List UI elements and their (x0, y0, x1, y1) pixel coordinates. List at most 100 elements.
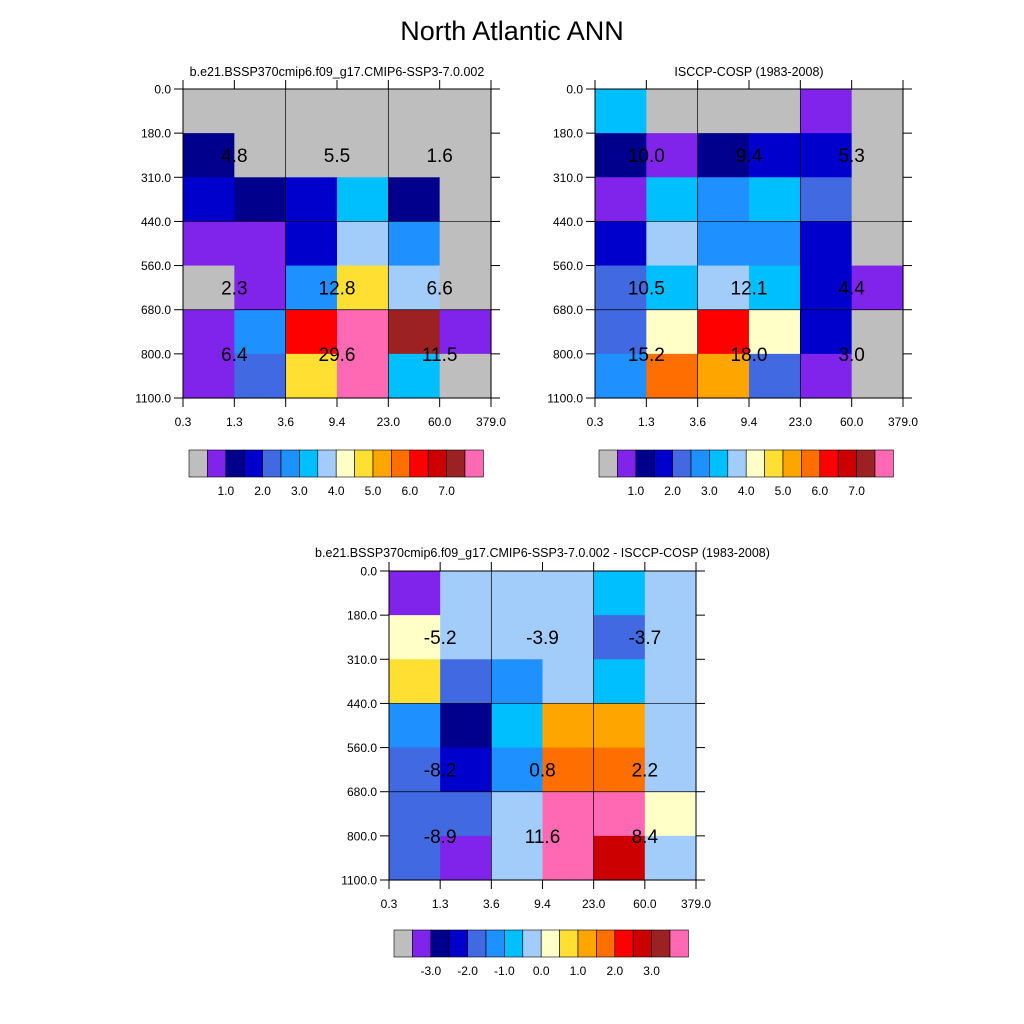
heatmap-cell (337, 265, 389, 311)
y-tick-label: 1100.0 (135, 392, 171, 406)
heatmap-cell (285, 221, 338, 267)
y-tick-label: 180.0 (347, 609, 377, 623)
colorbar-swatch (559, 929, 579, 958)
cell-annotation: 4.4 (838, 279, 865, 300)
x-tick-label: 379.0 (888, 415, 918, 429)
cell-annotation: 10.5 (628, 279, 665, 300)
cell-annotation: 10.0 (628, 146, 665, 167)
colorbar-swatch (669, 929, 689, 958)
colorbar-label: 1.0 (627, 484, 644, 498)
heatmap-cell (542, 703, 595, 749)
x-tick-label: 9.4 (329, 415, 346, 429)
cell-annotation: 1.6 (426, 146, 452, 167)
heatmap-cell (851, 221, 904, 267)
heatmap-cell (389, 747, 441, 793)
x-tick-label: 0.3 (175, 415, 192, 429)
heatmap-cell (389, 615, 441, 660)
cell-annotation: -8.9 (424, 827, 457, 848)
heatmap-cell (389, 835, 441, 881)
colorbar-swatch (430, 929, 450, 958)
heatmap-cell (749, 133, 801, 178)
heatmap-cell (183, 177, 235, 223)
colorbar-label: 7.0 (438, 484, 455, 498)
heatmap-cell (440, 571, 492, 616)
heatmap-cell (440, 747, 492, 793)
heatmap-cell (234, 133, 287, 178)
colorbar-label: 3.0 (643, 964, 660, 978)
colorbar-swatch (596, 929, 616, 958)
x-tick-label: 23.0 (377, 415, 401, 429)
x-tick-label: 379.0 (681, 897, 711, 911)
heatmap-cell (439, 89, 492, 134)
heatmap-cell (644, 747, 697, 793)
heatmap-cell (440, 659, 492, 705)
colorbar-swatch (464, 449, 484, 478)
heatmap-cell (491, 659, 544, 705)
heatmap-cell (646, 133, 699, 178)
y-tick-label: 310.0 (347, 653, 377, 667)
heatmap-cell (234, 221, 287, 267)
heatmap-cell (697, 265, 750, 311)
x-tick-label: 3.6 (483, 897, 500, 911)
colorbar-label: 4.0 (328, 484, 345, 498)
heatmap-cell (697, 353, 750, 399)
y-tick-label: 800.0 (347, 829, 377, 843)
heatmap-cell (644, 615, 697, 660)
heatmap-cell (389, 791, 441, 837)
panel-title: b.e21.BSSP370cmip6.f09_g17.CMIP6-SSP3-7.… (315, 546, 770, 560)
y-tick-label: 680.0 (347, 785, 377, 799)
heatmap-cell (851, 177, 904, 223)
colorbar-label: 1.0 (570, 964, 587, 978)
colorbar-swatch (504, 929, 524, 958)
heatmap-cell (749, 309, 801, 355)
x-tick-label: 1.3 (638, 415, 655, 429)
heatmap-cell (439, 353, 492, 399)
heatmap-cell (439, 221, 492, 267)
colorbar-swatch (540, 929, 560, 958)
panel-title: ISCCP-COSP (1983-2008) (674, 65, 823, 79)
y-tick-label: 560.0 (347, 741, 377, 755)
heatmap-cell (337, 221, 389, 267)
y-tick-label: 560.0 (141, 259, 171, 273)
colorbar-label: -2.0 (457, 964, 478, 978)
heatmap-cell (337, 309, 389, 355)
heatmap-cell (593, 659, 646, 705)
heatmap-cell (389, 571, 441, 616)
heatmap-cell (800, 89, 853, 134)
heatmap-cell (800, 353, 853, 399)
heatmap-cell (644, 659, 697, 705)
heatmap-cell (234, 89, 287, 134)
heatmap-cell (439, 133, 492, 178)
cell-annotation: 9.4 (736, 146, 763, 167)
heatmap-cell (234, 265, 287, 311)
heatmap-cell (542, 659, 595, 705)
heatmap-cell (491, 835, 544, 881)
heatmap-cell (593, 571, 646, 616)
cell-annotation: 5.3 (838, 146, 864, 167)
colorbar-swatch (412, 929, 432, 958)
y-tick-label: 440.0 (347, 697, 377, 711)
heatmap-cell (646, 353, 699, 399)
page-title: North Atlantic ANN (400, 16, 624, 46)
heatmap-cell (183, 265, 235, 311)
cell-annotation: 0.8 (529, 761, 555, 782)
y-tick-label: 440.0 (553, 215, 583, 229)
x-tick-label: 0.3 (587, 415, 604, 429)
cell-annotation: 2.3 (221, 279, 247, 300)
heatmap-cell (851, 89, 904, 134)
heatmap-cell (593, 791, 646, 837)
colorbar-label: 1.0 (217, 484, 234, 498)
heatmap-cell (388, 133, 441, 178)
colorbar-swatch (577, 929, 597, 958)
y-tick-label: 180.0 (141, 127, 171, 141)
heatmap-cell (593, 747, 646, 793)
x-tick-label: 3.6 (277, 415, 294, 429)
heatmap-cell (595, 353, 647, 399)
cell-annotation: 11.5 (422, 345, 458, 366)
heatmap-cell (491, 747, 544, 793)
cell-annotation: 15.2 (628, 345, 665, 366)
cell-annotation: 8.4 (632, 827, 659, 848)
colorbar-label: 0.0 (533, 964, 550, 978)
